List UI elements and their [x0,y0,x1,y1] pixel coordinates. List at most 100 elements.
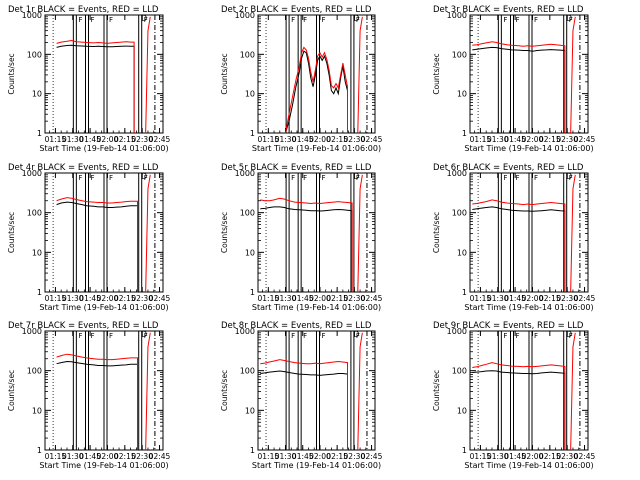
saa-exit-label: D [141,14,147,23]
panel-det-9: Det 9r BLACK = Events, RED = LLD 1 10 100 10… [432,321,596,470]
saa-flag-label: F [503,16,507,24]
x-tick-label: 02:00 [309,452,331,461]
y-tick-label: 1 [37,288,42,297]
y-tick-label: 100 [27,209,42,218]
saa-flag-label: F [503,174,507,182]
x-tick-label: 02:30 [131,294,153,303]
x-tick-label: 02:45 [574,294,596,303]
panel-title: Det 6r BLACK = Events, RED = LLD [433,163,584,173]
saa-flag-label: F [322,174,326,182]
lld-rise-line [145,332,151,451]
saa-flag-label: F [90,332,94,340]
y-tick-label: 1 [37,129,42,138]
x-tick-label: 01:45 [292,452,314,461]
x-tick-label: 01:15 [470,135,492,144]
x-axis-title: Start Time (19-Feb-14 01:06:00) [464,303,593,312]
x-tick-label: 02:30 [131,135,153,144]
saa-flag-label: F [356,332,360,340]
saa-flag-label: F [291,332,295,340]
saa-exit-label: D [141,330,147,339]
saa-flag-label: F [144,16,148,24]
x-tick-label: 02:15 [326,294,348,303]
x-tick-label: 02:45 [574,135,596,144]
saa-exit-label: D [353,330,359,339]
y-tick-label: 100 [240,50,255,59]
x-tick-label: 01:30 [62,452,84,461]
y-tick-label: 10 [32,90,42,99]
saa-flag-label: F [78,332,82,340]
x-tick-label: 01:45 [504,294,526,303]
y-tick-label: 1000 [22,11,42,20]
x-tick-label: 01:45 [292,294,314,303]
x-tick-label: 02:15 [326,135,348,144]
events-series-line [472,46,566,133]
y-tick-label: 10 [32,248,42,257]
saa-flag-label: F [534,332,538,340]
x-tick-label: 02:30 [556,452,578,461]
x-tick-label: 01:15 [258,452,280,461]
x-axis-title: Start Time (19-Feb-14 01:06:00) [39,461,168,470]
x-tick-label: 02:30 [131,452,153,461]
saa-flag-label: F [503,332,507,340]
x-tick-label: 02:00 [522,452,544,461]
x-axis-title: Start Time (19-Feb-14 01:06:00) [464,144,593,153]
events-series-line [472,206,566,292]
x-tick-label: 02:15 [114,294,136,303]
x-tick-label: 01:30 [275,294,297,303]
x-tick-label: 02:30 [344,135,366,144]
saa-exit-label: D [141,172,147,181]
x-tick-label: 01:15 [470,294,492,303]
x-tick-label: 01:45 [79,294,101,303]
panel-det-3: Det 3r BLACK = Events, RED = LLD 1 10 100 10… [432,5,596,153]
lld-series-line [472,362,566,450]
x-tick-label: 01:45 [504,452,526,461]
lld-rise-line [570,174,576,293]
lld-series-line [472,199,566,292]
y-axis-title: Counts/sec [432,53,441,94]
x-tick-label: 02:30 [556,294,578,303]
x-tick-label: 01:30 [487,294,509,303]
saa-flag-label: F [322,16,326,24]
lld-rise-line [570,16,576,134]
saa-flag-label: F [109,332,113,340]
y-tick-label: 1000 [22,169,42,178]
y-axis-title: Counts/sec [432,212,441,253]
events-series-line [56,360,138,450]
lld-series-line [260,359,348,450]
saa-flag-label: F [78,16,82,24]
saa-flag-label: F [515,332,519,340]
saa-flag-label: F [322,332,326,340]
x-tick-label: 01:45 [504,135,526,144]
saa-flag-label: F [515,174,519,182]
events-series-line [285,50,348,134]
lld-rise-line [145,16,151,134]
panel-title: Det 4r BLACK = Events, RED = LLD [8,163,159,173]
x-tick-label: 01:15 [45,452,67,461]
saa-flag-label: F [356,174,360,182]
y-tick-label: 1 [250,288,255,297]
y-tick-label: 1 [462,446,467,455]
panel-det-7: Det 7r BLACK = Events, RED = LLD 1 10 100 10… [7,321,171,470]
x-tick-label: 02:00 [97,452,119,461]
x-tick-label: 02:45 [149,452,171,461]
x-tick-label: 02:45 [149,135,171,144]
saa-exit-label: D [353,172,359,181]
x-axis-title: Start Time (19-Feb-14 01:06:00) [252,461,381,470]
y-axis-title: Counts/sec [7,53,16,94]
x-tick-label: 02:00 [97,294,119,303]
y-tick-label: 1000 [235,327,255,336]
y-tick-label: 1000 [22,327,42,336]
saa-flag-label: F [534,174,538,182]
saa-exit-label: D [566,14,572,23]
y-tick-label: 100 [240,209,255,218]
x-tick-label: 02:15 [326,452,348,461]
x-tick-label: 01:15 [258,294,280,303]
x-tick-label: 02:45 [574,452,596,461]
lld-series-line [285,46,348,134]
y-tick-label: 1000 [447,11,467,20]
panel-title: Det 2r BLACK = Events, RED = LLD [221,5,372,15]
y-axis-title: Counts/sec [432,370,441,411]
saa-exit-label: D [353,14,359,23]
x-tick-label: 01:15 [45,294,67,303]
saa-flag-label: F [303,174,307,182]
